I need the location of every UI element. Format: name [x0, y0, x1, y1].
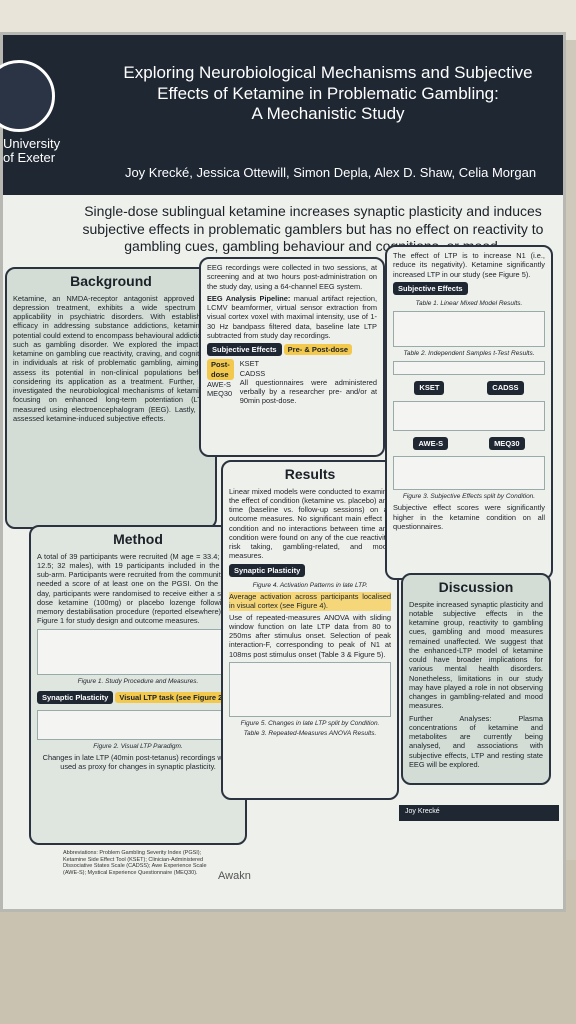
item: AWE-S — [207, 380, 231, 390]
figure — [393, 456, 545, 491]
logo — [0, 60, 55, 132]
effects-panel: The effect of LTP is to increase N1 (i.e… — [385, 245, 553, 580]
university: University of Exeter — [3, 136, 61, 166]
text: Linear mixed models were conducted to ex… — [229, 486, 391, 561]
lists: Post-dose AWE-S MEQ30 KSET CADSS All quest… — [207, 359, 377, 405]
results-panel: Results Linear mixed models were conduct… — [221, 460, 399, 800]
caption: Figure 5. Changes in late LTP split by C… — [240, 719, 380, 727]
contact: Joy Krecké — [405, 808, 440, 815]
title-line: Exploring Neurobiological Mechanisms and… — [123, 63, 533, 82]
pre-post-heading: Pre- & Post-dose — [283, 344, 353, 356]
table — [393, 311, 545, 348]
footer-bar: Joy Krecké — [399, 805, 559, 821]
method-panel: Method A total of 39 participants were r… — [29, 525, 247, 845]
label: KSET — [414, 381, 445, 395]
label: MEQ30 — [489, 436, 525, 451]
heading: Background — [70, 273, 152, 289]
item: MEQ30 — [207, 389, 233, 399]
figure — [229, 661, 391, 717]
highlight: Average activation across participants l… — [229, 592, 391, 611]
summary: Single-dose sublingual ketamine increase… — [82, 203, 544, 254]
figure — [37, 710, 239, 740]
background-panel: Background Ketamine, an NMDA-receptor an… — [5, 267, 217, 529]
label: CADSS — [487, 381, 524, 395]
title-line: A Mechanistic Study — [251, 104, 405, 124]
funder: Awakn — [218, 870, 251, 882]
figure — [393, 400, 545, 431]
poster: University of Exeter Exploring Neurobiol… — [0, 32, 566, 912]
text: The effect of LTP is to increase N1 (i.e… — [393, 251, 545, 279]
abbreviations: Abbreviations: Problem Gambling Severity… — [63, 850, 207, 876]
task-label: Visual LTP task (see Figure 2) — [115, 691, 229, 703]
caption: Table 3. Repeated-Measures ANOVA Results… — [243, 729, 377, 737]
label: AWE-S — [413, 436, 449, 451]
caption: Figure 3. Subjective Effects split by Co… — [402, 493, 536, 501]
post-heading: Post-dose — [207, 359, 234, 381]
text: Ketamine, an NMDA-receptor antagonist ap… — [13, 293, 209, 423]
item: KSET — [239, 359, 260, 369]
badge: Subjective Effects — [393, 281, 468, 296]
text: Subjective effect scores were significan… — [393, 503, 545, 531]
figure — [37, 628, 239, 675]
caption: Figure 2. Visual LTP Paradigm. — [93, 743, 183, 750]
heading: Discussion — [438, 579, 514, 595]
heading: Results — [284, 466, 336, 482]
badge: Subjective Effects — [207, 343, 282, 357]
text: EEG recordings were collected in two ses… — [207, 263, 377, 291]
pipeline-heading: EEG Analysis Pipeline: — [207, 293, 291, 303]
text: Use of repeated-measures ANOVA with slid… — [229, 612, 391, 659]
table — [393, 361, 545, 376]
heading: Method — [113, 531, 163, 547]
pre-post-list: KSET CADSS All questionnaires were admini… — [240, 359, 377, 405]
item: CADSS — [239, 368, 266, 378]
eeg-panel: EEG recordings were collected in two ses… — [199, 257, 385, 457]
caption: Table 1. Linear Mixed Model Results. — [415, 300, 523, 308]
title: Exploring Neurobiological Mechanisms and… — [88, 63, 568, 125]
labels: AWE-S MEQ30 — [393, 434, 545, 453]
badge: Synaptic Plasticity — [37, 690, 114, 704]
pipeline-text: manual artifact rejection, LCMV beamform… — [207, 293, 378, 340]
text: Changes in late LTP (40min post-tetanus)… — [42, 753, 234, 772]
pipeline: EEG Analysis Pipeline: manual artifact r… — [207, 294, 377, 340]
caption: Figure 4. Activation Patterns in late LT… — [252, 581, 368, 589]
header — [3, 35, 563, 195]
caption: Figure 1. Study Procedure and Measures. — [77, 677, 199, 685]
discussion-panel: Discussion Despite increased synaptic pl… — [401, 573, 551, 785]
badge: Synaptic Plasticity — [229, 563, 306, 577]
further: Further Analyses: Plasma concentrations … — [409, 713, 543, 769]
text: Despite increased synaptic plasticity an… — [409, 599, 543, 711]
text: A total of 39 participants were recruite… — [37, 551, 239, 626]
title-line: Effects of Ketamine in Problematic Gambl… — [157, 83, 499, 103]
post-list: Post-dose AWE-S MEQ30 — [207, 359, 234, 405]
labels: KSET CADSS — [393, 378, 545, 397]
note: All questionnaires were administered ver… — [239, 377, 377, 406]
caption: Table 2. Independent Samples t-Test Resu… — [403, 350, 535, 358]
authors: Joy Krecké, Jessica Ottewill, Simon Depl… — [124, 165, 537, 180]
